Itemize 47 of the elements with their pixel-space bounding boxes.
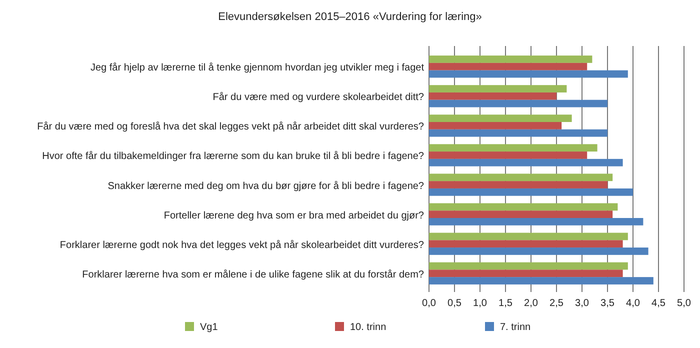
bar <box>429 270 623 278</box>
bar <box>429 203 618 211</box>
bar <box>429 210 613 218</box>
y-tick-label: Jeg får hjelp av lærerne til å tenke gjennom hvordan jeg utvikler meg i faget <box>90 62 424 74</box>
bar <box>429 70 628 78</box>
y-tick-label: Forteller lærene deg hva som er bra med arbeidet du gjør? <box>164 210 424 222</box>
bar <box>429 100 608 108</box>
legend-label: 7. trinn <box>500 322 531 333</box>
legend-label: Vg1 <box>200 322 218 333</box>
y-tick-label: Forklarer lærerne godt nok hva det legges vekt på når skolearbeidet ditt vurderes? <box>60 238 424 251</box>
x-tick-label: 5,0 <box>677 298 692 309</box>
bar <box>429 56 592 63</box>
x-tick-label: 4,0 <box>626 298 640 309</box>
x-tick-label: 1,5 <box>498 298 513 309</box>
bar <box>429 144 598 152</box>
chart-title: Elevundersøkelsen 2015–2016 «Vurdering for læring» <box>218 11 482 23</box>
y-tick-label: Hvor ofte får du tilbakemeldinger fra lærerne som du kan bruke til å bli bedre i fagene? <box>42 150 424 162</box>
x-tick-label: 4,5 <box>652 298 666 309</box>
bar <box>429 181 608 188</box>
y-tick-label: Snakker lærerne med deg om hva du bør gjøre for å bli bedre i fagene? <box>108 180 424 192</box>
bar <box>429 92 556 100</box>
y-tick-label: Får du være med og foreslå hva det skal legges vekt på når arbeidet ditt skal vurderes? <box>37 120 424 133</box>
legend-label: 10. trinn <box>350 322 386 333</box>
bar <box>429 129 608 137</box>
bar <box>429 158 623 166</box>
bar <box>429 248 648 255</box>
x-tick-label: 1,0 <box>473 298 488 309</box>
x-tick-label: 0,5 <box>448 298 462 309</box>
x-tick-label: 2,5 <box>550 298 564 309</box>
bar <box>429 152 588 159</box>
bar <box>429 122 562 130</box>
x-tick-label: 3,5 <box>600 298 615 309</box>
bar <box>429 232 628 240</box>
bar <box>429 85 567 92</box>
x-tick-label: 0,0 <box>422 298 436 309</box>
y-tick-label: Forklarer lærerne hva som er målene i de ulike fagene slik at du forstår dem? <box>82 268 424 280</box>
bar <box>429 240 623 248</box>
bar <box>429 262 628 270</box>
bar <box>429 62 588 70</box>
bar <box>429 174 613 182</box>
bar <box>429 218 644 226</box>
x-tick-label: 3,0 <box>575 298 590 309</box>
y-tick-label: Får du være med og vurdere skolearbeidet ditt? <box>212 91 424 104</box>
bar <box>429 114 572 122</box>
x-tick-label: 2,0 <box>524 298 538 309</box>
bar <box>429 277 654 284</box>
bar <box>429 188 633 196</box>
